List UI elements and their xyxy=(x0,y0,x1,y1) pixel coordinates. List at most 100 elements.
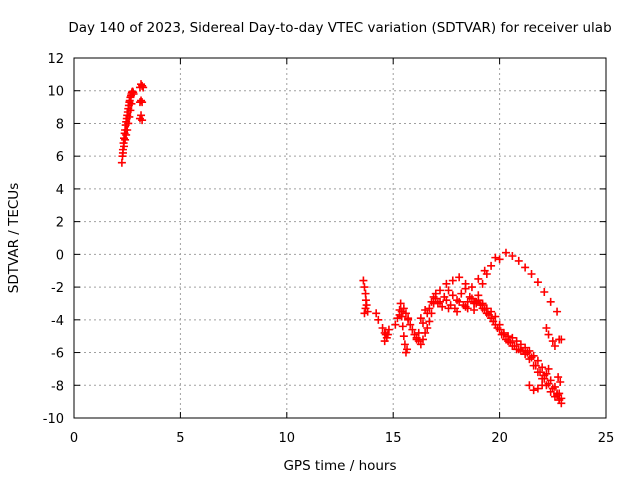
y-tick-label: 0 xyxy=(56,248,64,263)
y-tick-label: 6 xyxy=(56,150,64,165)
data-point xyxy=(544,364,553,373)
data-point xyxy=(433,299,442,308)
data-point xyxy=(554,373,563,382)
data-point xyxy=(396,299,405,308)
x-tick-label: 0 xyxy=(70,431,78,446)
data-point xyxy=(360,283,369,292)
data-point xyxy=(391,320,400,329)
data-point xyxy=(506,338,515,347)
data-point xyxy=(463,297,472,306)
y-tick-label: 10 xyxy=(47,85,64,100)
data-point xyxy=(120,142,129,151)
data-point xyxy=(423,309,432,318)
data-point xyxy=(529,351,538,360)
data-point xyxy=(504,332,513,341)
data-point xyxy=(442,279,451,288)
data-point xyxy=(378,324,387,332)
data-point xyxy=(510,342,519,350)
data-point xyxy=(538,381,547,390)
data-point xyxy=(514,345,523,354)
y-axis-label: SDTVAR / TECUs xyxy=(6,183,22,293)
data-point xyxy=(406,320,415,329)
data-point xyxy=(491,253,500,262)
data-point xyxy=(124,119,133,128)
data-point xyxy=(139,83,148,92)
y-tick-label: -8 xyxy=(51,379,64,394)
plot-frame xyxy=(73,57,607,419)
data-point xyxy=(425,317,434,326)
data-point xyxy=(557,399,566,408)
data-point xyxy=(540,288,549,296)
data-point xyxy=(467,294,476,303)
x-tick-label: 25 xyxy=(598,431,615,446)
data-point xyxy=(508,252,517,260)
x-tick-label: 5 xyxy=(176,431,184,446)
data-point xyxy=(544,330,553,339)
data-point xyxy=(495,325,504,334)
data-point xyxy=(457,289,466,298)
data-point xyxy=(536,368,545,377)
data-point xyxy=(553,307,562,316)
data-point xyxy=(137,111,146,120)
data-point xyxy=(372,309,381,318)
data-point xyxy=(123,126,132,134)
grid-lines xyxy=(74,58,606,418)
data-point xyxy=(521,343,530,352)
x-tick-label: 15 xyxy=(385,431,402,446)
data-point xyxy=(384,325,393,334)
data-point xyxy=(118,148,127,157)
data-point xyxy=(400,340,409,349)
data-point xyxy=(138,98,147,107)
data-point xyxy=(408,325,417,334)
data-point xyxy=(529,386,538,395)
data-point xyxy=(542,324,551,332)
data-point xyxy=(508,333,517,342)
data-point xyxy=(448,276,457,285)
data-point xyxy=(491,312,500,321)
data-point xyxy=(491,320,500,329)
data-point xyxy=(444,304,453,313)
data-point xyxy=(403,345,412,354)
data-point xyxy=(480,266,489,275)
data-point xyxy=(487,314,496,323)
data-point xyxy=(557,335,566,344)
y-tick-label: 2 xyxy=(56,216,64,231)
data-point xyxy=(444,286,453,295)
data-point xyxy=(550,342,559,350)
y-tick-label: -4 xyxy=(51,314,64,329)
y-tick-label: -2 xyxy=(51,281,64,296)
chart-title: Day 140 of 2023, Sidereal Day-to-day VTE… xyxy=(68,20,611,36)
data-point xyxy=(501,248,510,257)
data-point xyxy=(418,319,427,328)
data-point xyxy=(127,99,136,108)
y-tick-label: 4 xyxy=(56,183,64,198)
y-tick-label: 12 xyxy=(47,52,64,67)
data-point xyxy=(399,304,408,313)
data-point xyxy=(527,270,536,278)
data-point xyxy=(533,356,542,365)
data-point xyxy=(521,263,530,272)
data-point xyxy=(487,261,496,270)
data-point xyxy=(404,314,413,323)
data-point xyxy=(548,337,557,346)
x-tick-label: 20 xyxy=(491,431,508,446)
data-point xyxy=(474,274,483,283)
data-point xyxy=(538,363,547,372)
data-point xyxy=(499,328,508,337)
data-point xyxy=(461,302,470,311)
data-point xyxy=(455,297,464,306)
y-axis-ticks: -10 -8 -6 -4 -2 0 2 4 6 8 10 12 xyxy=(43,52,606,427)
data-point xyxy=(448,291,457,300)
data-point xyxy=(495,255,504,264)
data-point xyxy=(138,116,147,125)
data-point xyxy=(531,361,540,370)
data-point xyxy=(461,279,470,288)
data-point xyxy=(516,340,525,349)
data-point xyxy=(540,371,549,380)
data-point xyxy=(363,307,372,316)
data-point xyxy=(553,391,562,400)
data-point xyxy=(478,304,487,313)
data-point xyxy=(472,297,481,306)
data-point xyxy=(533,384,542,393)
